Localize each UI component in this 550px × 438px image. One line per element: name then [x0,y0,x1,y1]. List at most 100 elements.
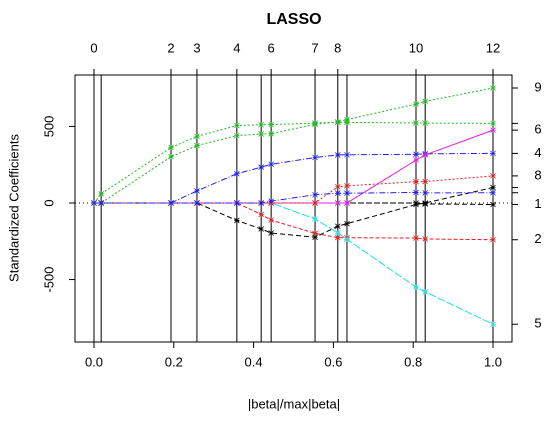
point-star [344,119,350,126]
series-line [93,129,494,204]
point-star [344,183,350,189]
point-star [258,164,264,170]
x-axis-label: |beta|/max|beta| [248,396,340,411]
point-star [413,151,419,158]
series-line [93,202,494,241]
series-line [93,191,494,204]
x-tick-label: 1.0 [484,354,502,369]
point-star [490,189,496,196]
right-tick-label: 6 [534,122,541,137]
series-line [93,152,494,204]
point-star [194,188,200,194]
top-tick-label: 4 [233,40,240,55]
point-star [413,157,419,163]
right-tick-label: 4 [534,145,541,160]
point-star [422,120,428,126]
point-star [422,236,428,242]
point-star [234,122,240,129]
y-tick-label: 0 [41,199,56,206]
point-star [422,178,428,185]
point-star [98,191,104,197]
point-star [268,217,274,223]
y-tick-label: -500 [41,267,56,293]
plot-box [74,74,513,343]
point-star [168,153,174,160]
point-star [194,142,200,149]
point-star [258,200,264,206]
point-star [335,200,341,206]
point-star [490,85,496,91]
point-star [344,151,350,158]
point-star [422,289,428,295]
right-tick-label: 2 [534,231,541,246]
x-tick-label: 0.0 [85,354,103,369]
point-star [344,200,350,206]
x-tick-label: 0.8 [404,354,422,369]
point-star [234,200,240,206]
point-star [312,200,318,206]
point-star [268,161,274,168]
point-star [258,226,264,232]
right-tick-label: 8 [534,167,541,182]
point-star [168,144,174,151]
point-star [490,150,496,157]
point-star [490,236,496,243]
series-line [93,87,494,204]
point-star [422,200,428,206]
point-star [194,200,200,206]
point-star [490,173,496,179]
point-star [413,284,419,290]
point-star [413,189,419,196]
point-star [344,220,350,227]
point-star [490,127,496,133]
point-star [422,98,428,105]
point-star [312,154,318,161]
point-star [268,198,274,204]
point-star [335,183,341,190]
point-star [268,121,274,128]
top-tick-label: 6 [268,40,275,55]
point-star [234,217,240,224]
series-line [93,175,494,204]
point-star [335,119,341,125]
right-tick-label: 5 [534,316,541,331]
point-star [413,101,419,107]
point-star [168,200,174,206]
series-line [93,121,494,204]
point-star [490,184,496,191]
point-star [422,190,428,196]
point-star [344,236,350,243]
point-star [98,200,104,206]
top-tick-label: 3 [193,40,200,55]
point-star [312,234,318,241]
series-line [93,187,494,238]
chart-title: LASSO [266,11,321,28]
point-star [344,116,350,123]
point-star [268,131,274,137]
top-tick-label: 12 [486,40,500,55]
series-line [93,202,494,325]
x-tick-label: 0.2 [165,354,183,369]
point-star [312,121,318,128]
point-star [335,234,341,241]
y-axis-label: Standardized Coefficients [6,134,21,282]
point-star [490,321,496,328]
point-star [258,121,264,128]
point-star [312,216,318,222]
point-star [194,133,200,140]
right-tick-label: 1 [534,196,541,211]
point-star [335,223,341,230]
point-star [413,178,419,185]
point-star [335,190,341,196]
top-tick-label: 8 [334,40,341,55]
point-star [335,230,341,236]
point-star [234,170,240,177]
top-tick-label: 10 [409,40,423,55]
point-star [312,191,318,198]
point-star [234,132,240,139]
point-star [413,120,419,126]
point-star [335,152,341,158]
right-tick-label: 9 [534,79,541,94]
top-tick-label: 0 [90,40,97,55]
